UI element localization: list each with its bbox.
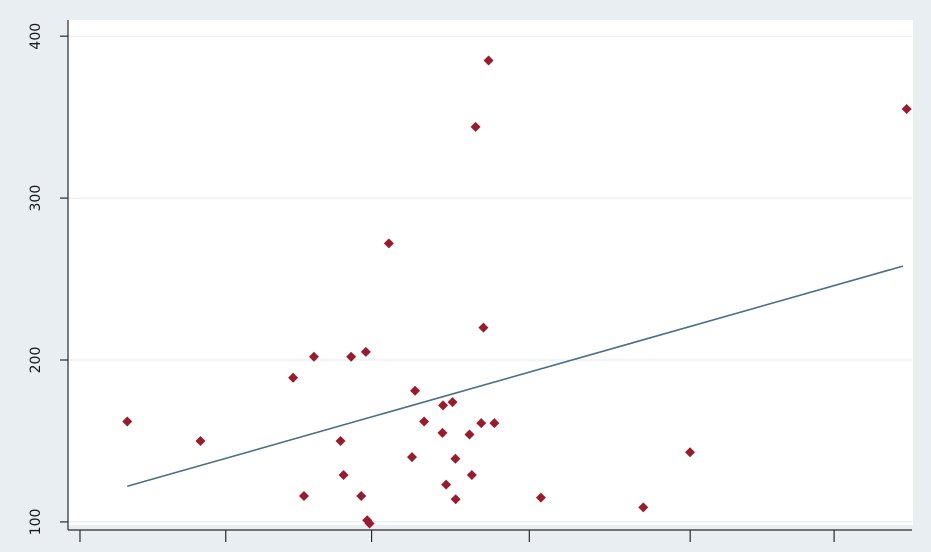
scatter-point xyxy=(346,351,357,362)
scatter-point xyxy=(335,435,346,446)
scatter-point xyxy=(638,502,649,513)
scatter-point xyxy=(466,469,477,480)
y-tick-label: 300 xyxy=(28,185,44,212)
y-tick-label: 200 xyxy=(28,347,44,374)
scatter-point xyxy=(383,238,394,249)
scatter-point xyxy=(478,322,489,333)
scatter-point xyxy=(360,346,371,357)
scatter-point xyxy=(535,492,546,503)
scatter-point xyxy=(470,121,481,132)
scatter-point xyxy=(407,452,418,463)
scatter-point xyxy=(901,104,912,115)
scatter-point xyxy=(338,469,349,480)
y-tick-label: 400 xyxy=(28,23,44,50)
scatter-point xyxy=(364,518,375,529)
plot-background xyxy=(68,20,913,525)
scatter-point xyxy=(489,418,500,429)
scatter-point xyxy=(447,397,458,408)
scatter-point xyxy=(685,447,696,458)
scatter-point xyxy=(122,416,133,427)
scatter-point xyxy=(356,491,367,501)
scatter-point xyxy=(438,400,449,411)
scatter-point xyxy=(450,453,461,464)
scatter-point xyxy=(450,494,461,505)
scatter-point xyxy=(419,416,430,427)
scatter-point xyxy=(308,351,319,362)
scatter-point xyxy=(298,491,309,501)
scatter-point xyxy=(441,479,452,490)
scatter-point xyxy=(410,385,421,396)
scatter-point xyxy=(476,418,487,429)
fit-line xyxy=(127,265,904,488)
scatter-point xyxy=(464,429,475,440)
scatter-point xyxy=(483,55,494,66)
scatter-point xyxy=(195,435,206,446)
y-tick-label: 100 xyxy=(28,509,44,536)
scatter-point xyxy=(437,427,448,438)
scatter-point xyxy=(288,372,299,383)
